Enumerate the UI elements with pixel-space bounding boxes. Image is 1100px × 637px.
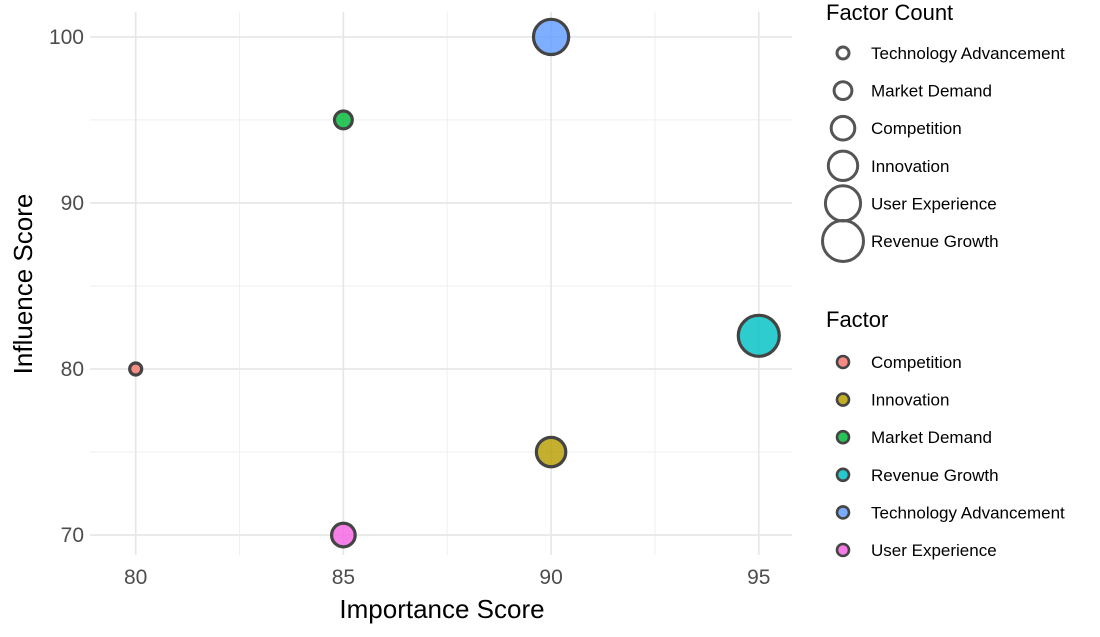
data-point: [531, 17, 571, 57]
x-tick-label: 80: [124, 566, 147, 589]
size-legend-label: User Experience: [871, 194, 997, 213]
x-tick-label: 90: [539, 566, 562, 589]
size-legend-key: [832, 80, 854, 101]
data-point: [128, 361, 144, 377]
x-tick-label: 95: [747, 566, 770, 589]
tick-labels: 80 85 90 95 70 80 90 100: [49, 26, 770, 589]
size-legend: Factor Count Technology Advancement Marke…: [821, 0, 1065, 263]
size-legend-label: Competition: [871, 119, 962, 138]
data-point: [329, 521, 357, 549]
data-point: [736, 313, 781, 358]
color-legend-key: [835, 392, 851, 407]
y-tick-label: 90: [61, 192, 84, 215]
y-tick-label: 100: [49, 26, 84, 49]
color-legend-label: User Experience: [871, 541, 997, 560]
size-legend-key: [829, 114, 857, 142]
size-legend-key: [821, 219, 865, 263]
color-legend-label: Market Demand: [871, 428, 992, 447]
size-legend-key: [823, 184, 863, 223]
x-axis-title: Importance Score: [339, 594, 544, 624]
size-legend-title: Factor Count: [826, 0, 953, 25]
x-tick-label: 85: [332, 566, 355, 589]
color-legend-label: Technology Advancement: [871, 503, 1065, 522]
size-legend-key: [826, 149, 860, 183]
data-points: [128, 17, 781, 549]
data-point: [332, 109, 354, 131]
color-legend-key: [835, 467, 851, 483]
size-legend-label: Innovation: [871, 157, 949, 176]
size-legend-label: Market Demand: [871, 82, 992, 101]
color-legend-label: Competition: [871, 353, 962, 372]
color-legend-key: [835, 429, 851, 445]
color-legend-label: Revenue Growth: [871, 466, 999, 485]
color-legend-key: [835, 542, 851, 558]
size-legend-key: [835, 45, 851, 61]
data-point: [534, 435, 568, 469]
size-legend-label: Technology Advancement: [871, 44, 1065, 63]
grid: [90, 12, 792, 555]
size-legend-label: Revenue Growth: [871, 232, 999, 251]
color-legend-key: [835, 505, 851, 520]
y-axis-title: Influence Score: [8, 194, 38, 375]
y-tick-label: 80: [61, 358, 84, 381]
color-legend-title: Factor: [826, 307, 888, 332]
y-tick-label: 70: [61, 524, 84, 547]
color-legend-label: Innovation: [871, 391, 949, 410]
color-legend-key: [835, 354, 851, 370]
color-legend: Factor Competition Innovation Market Deman…: [826, 307, 1065, 560]
